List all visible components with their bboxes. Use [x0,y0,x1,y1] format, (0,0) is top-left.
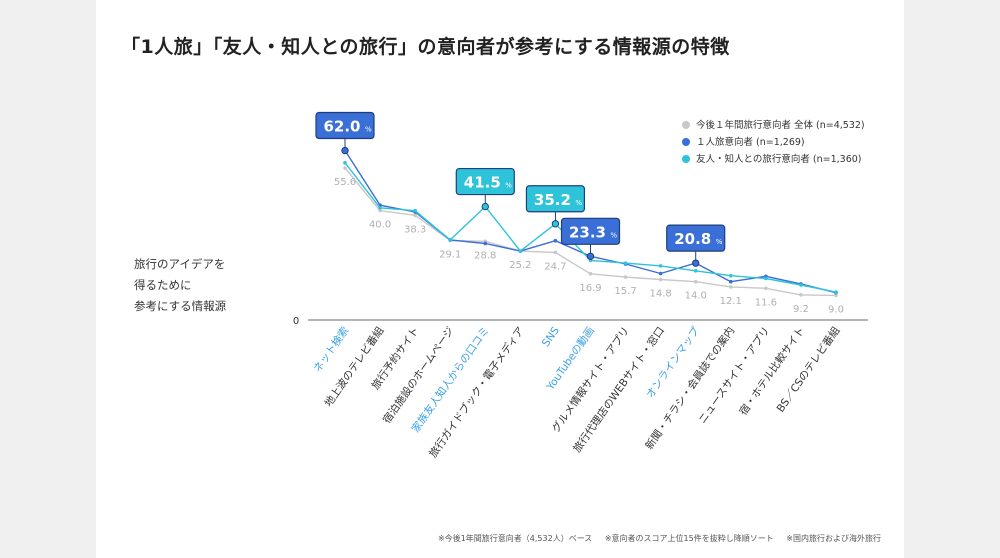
callout-unit: % [505,182,512,190]
data-point [658,277,663,282]
data-point [693,269,698,273]
data-label: 15.7 [614,286,636,297]
data-point [413,208,417,213]
y-tick-label: 0 [293,316,299,327]
x-tick-label: 宿・ホテル比較サイト [737,324,808,417]
callout-box [315,111,375,140]
data-label: 29.1 [439,249,461,260]
data-point [764,286,768,291]
data-point [728,279,733,284]
data-label: 9.2 [793,304,809,315]
data-label: 14.8 [650,289,672,300]
data-point [378,208,382,213]
data-point [728,285,733,289]
page-title: 「1人旅」「友人・知人との旅行」の意向者が参考にする情報源の特徴 [121,36,730,58]
callout-unit: % [575,199,582,207]
legend: 今後１年間旅行意向者 全体 (n=4,532) １人旅意向者 (n=1,269) 友… [682,119,865,165]
data-label: 9.0 [828,304,844,315]
data-label: 14.0 [685,291,707,302]
data-point [378,206,382,210]
data-point [799,283,803,287]
callout-value: 20.8 [674,230,711,248]
y-axis-label: 旅行のアイデアを 得るために 参考にする情報源 [134,257,227,313]
data-point [658,264,663,268]
callout-value: 62.0 [323,118,360,136]
callout-box [666,224,726,252]
x-tick-label: ニュースサイト・アプリ [697,325,773,426]
footnote-3: ※国内旅行および海外旅行 [786,534,881,543]
callout-value: 41.5 [464,174,501,192]
legend-label: 友人・知人との旅行意向者 (n=1,360) [696,153,862,165]
data-point [553,250,558,255]
callout-box [455,167,515,196]
data-label: 55.6 [334,177,356,188]
data-label: 16.9 [579,283,601,294]
data-point [343,166,347,170]
callout-point [551,220,560,228]
data-label: 25.2 [509,260,531,271]
callout-unit: % [611,231,618,239]
callout-unit: % [716,238,723,246]
callout-point [341,146,349,155]
data-label: 24.7 [544,261,566,272]
x-tick-label: BS／CSのテレビ番組 [774,324,843,415]
legend-marker [682,155,690,163]
data-point [448,238,453,242]
callout-point [692,259,700,267]
data-label: 12.1 [720,296,742,307]
data-point [623,275,628,279]
data-point [834,290,838,294]
data-point [413,213,417,218]
legend-label: 今後１年間旅行意向者 全体 (n=4,532) [696,119,865,131]
x-tick-label: 宿泊施設のホームページ [380,324,457,426]
legend-marker [682,121,690,129]
callout-unit: % [365,126,372,134]
footnote-2: ※意向者のスコア上位15件を抜粋し降順ソート [604,534,774,543]
data-label: 11.6 [755,297,777,308]
callout-box [560,217,621,245]
data-point [588,272,593,276]
data-point [623,261,628,265]
callout-value: 23.3 [569,223,606,241]
callout-point [481,202,489,211]
x-tick-label: SNS [540,325,562,350]
data-point [728,273,733,278]
data-label: 40.0 [369,220,391,231]
data-point [658,271,663,276]
data-point [799,293,803,297]
data-point [343,161,347,165]
legend-label: １人旅意向者 (n=1,269) [696,136,805,148]
data-point [834,293,838,298]
callout-value: 35.2 [534,191,571,209]
x-tick-label: ネット検索 [311,324,352,374]
x-axis: 0ネット検索地上波のテレビ番組旅行予約サイト宿泊施設のホームページ家族友人知人か… [293,316,868,460]
callouts: 62.0 % 41.5 % 35.2 % 23.3% 20.8% [315,111,726,267]
data-point [764,276,768,281]
data-label: 38.3 [404,224,426,235]
legend-marker [682,138,690,146]
data-point [483,241,488,246]
footnotes: ※今後1年間旅行意向者（4,532人）ベース ※意向者のスコア上位15件を抜粋し… [438,533,891,544]
callout-box [525,185,586,213]
data-label: 28.8 [474,250,496,261]
x-tick-label: 地上波のテレビ番組 [322,324,387,409]
footnote-1: ※今後1年間旅行意向者（4,532人）ベース [438,534,593,543]
data-labels: 55.6 40.0 38.3 29.1 28.8 25.2 24.7 16.9 15.7 14.8… [334,177,844,315]
data-point [553,238,558,243]
callout-point [586,252,595,261]
data-point [518,249,523,253]
data-point [693,279,698,284]
